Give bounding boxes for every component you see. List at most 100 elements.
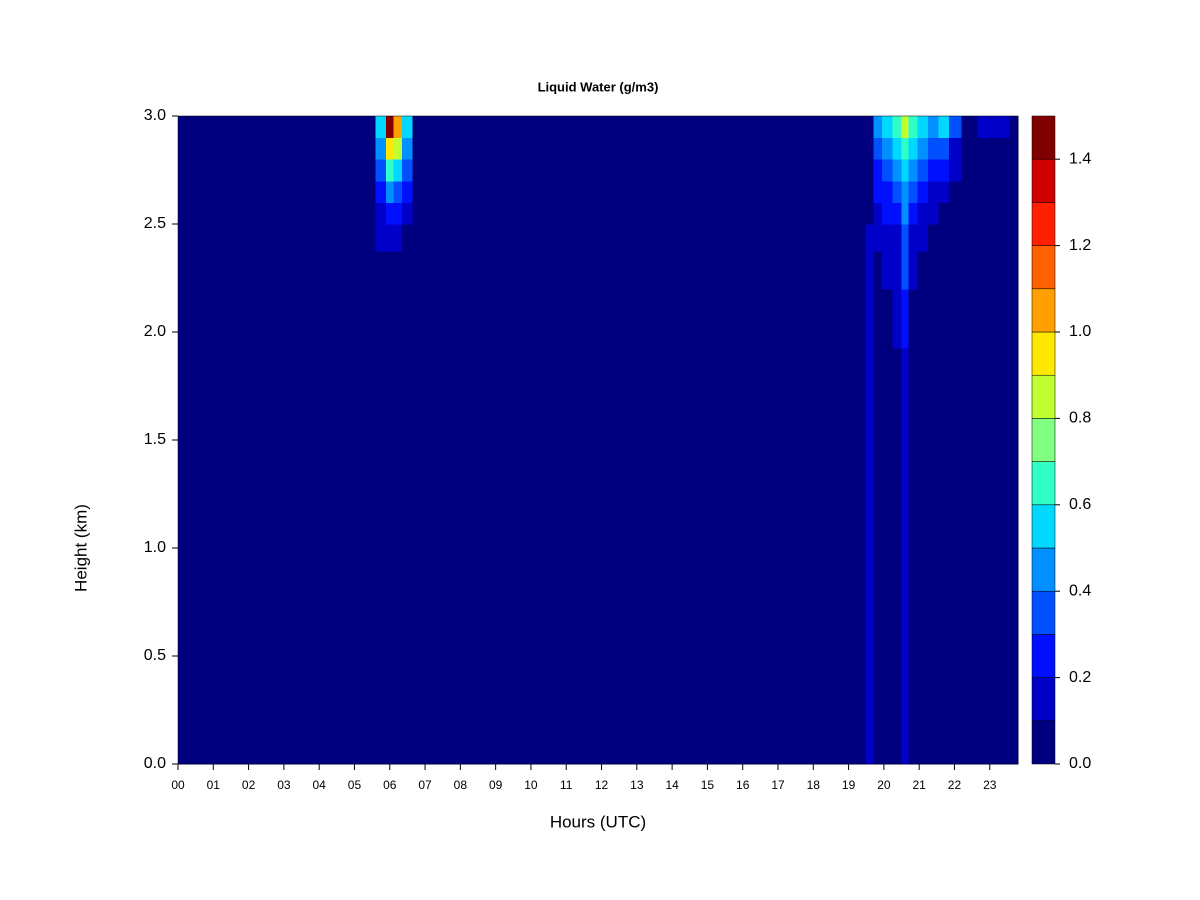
cell (178, 548, 274, 657)
cell (412, 440, 641, 549)
cell (993, 251, 1010, 290)
colorbar-tick-label: 0.0 (1069, 755, 1091, 772)
cell (178, 656, 274, 765)
cell (938, 137, 950, 160)
cell (386, 116, 394, 139)
cell (866, 251, 874, 290)
cell (977, 159, 994, 182)
cell (375, 348, 387, 441)
cell (386, 202, 394, 225)
cell (901, 548, 910, 657)
cell (873, 224, 883, 252)
cell (393, 656, 403, 765)
cell (178, 224, 274, 252)
cell (938, 224, 950, 252)
cell (402, 548, 414, 657)
cell (882, 224, 894, 252)
cell (882, 202, 894, 225)
cell (873, 348, 883, 441)
cell (402, 180, 414, 203)
x-tick-label: 07 (418, 778, 432, 792)
cell (640, 224, 867, 252)
cell (273, 440, 377, 549)
cell (901, 348, 910, 441)
colorbar-tick-label: 0.4 (1069, 582, 1091, 599)
cell (1009, 288, 1019, 349)
x-tick-label: 05 (348, 778, 362, 792)
cell (961, 202, 978, 225)
cell (375, 202, 387, 225)
cell (273, 656, 377, 765)
cell (393, 180, 403, 203)
cell (273, 202, 377, 225)
cell (1009, 251, 1019, 290)
cell (961, 224, 978, 252)
chart-title: Liquid Water (g/m3) (538, 79, 659, 94)
x-tick-label: 03 (277, 778, 291, 792)
cell (386, 224, 394, 252)
cell (961, 656, 978, 765)
cell (993, 548, 1010, 657)
cell (961, 288, 978, 349)
cell (917, 440, 929, 549)
cell (928, 137, 940, 160)
cell (949, 251, 963, 290)
cell (178, 137, 274, 160)
colorbar-segment (1031, 374, 1056, 419)
cell (892, 288, 903, 349)
cell (938, 251, 950, 290)
cell (873, 548, 883, 657)
cell (908, 180, 918, 203)
cell (640, 656, 867, 765)
cell (412, 224, 641, 252)
cell (892, 180, 903, 203)
cell (917, 116, 929, 139)
cell (866, 202, 874, 225)
cell (892, 548, 903, 657)
cell (866, 656, 874, 765)
cell (375, 180, 387, 203)
cell (961, 180, 978, 203)
cell (993, 159, 1010, 182)
cell (938, 288, 950, 349)
cell (993, 348, 1010, 441)
cell (273, 548, 377, 657)
cell (977, 251, 994, 290)
cell (977, 224, 994, 252)
cell (1009, 159, 1019, 182)
cell (908, 137, 918, 160)
x-tick-label: 04 (312, 778, 326, 792)
cell (273, 224, 377, 252)
cell (412, 180, 641, 203)
x-tick-label: 02 (242, 778, 256, 792)
colorbar-tick-label: 1.2 (1069, 237, 1091, 254)
cell (949, 656, 963, 765)
cell (866, 348, 874, 441)
cell (1009, 440, 1019, 549)
cell (393, 224, 403, 252)
cell (949, 116, 963, 139)
cell (882, 137, 894, 160)
x-tick-label: 15 (701, 778, 715, 792)
cell (866, 116, 874, 139)
cell (917, 548, 929, 657)
cell (178, 116, 274, 139)
cell (402, 288, 414, 349)
cell (917, 348, 929, 441)
cell (993, 656, 1010, 765)
cell (273, 180, 377, 203)
x-tick-label: 22 (948, 778, 962, 792)
cell (866, 440, 874, 549)
cell (386, 137, 394, 160)
cell (640, 159, 867, 182)
cell (928, 251, 940, 290)
cell (908, 159, 918, 182)
colorbar-segment (1031, 720, 1056, 765)
colorbar-segment (1031, 677, 1056, 722)
x-tick-label: 14 (665, 778, 679, 792)
cell (993, 202, 1010, 225)
cell (386, 288, 394, 349)
colorbar-segment (1031, 115, 1056, 160)
colorbar-segment (1031, 590, 1056, 635)
